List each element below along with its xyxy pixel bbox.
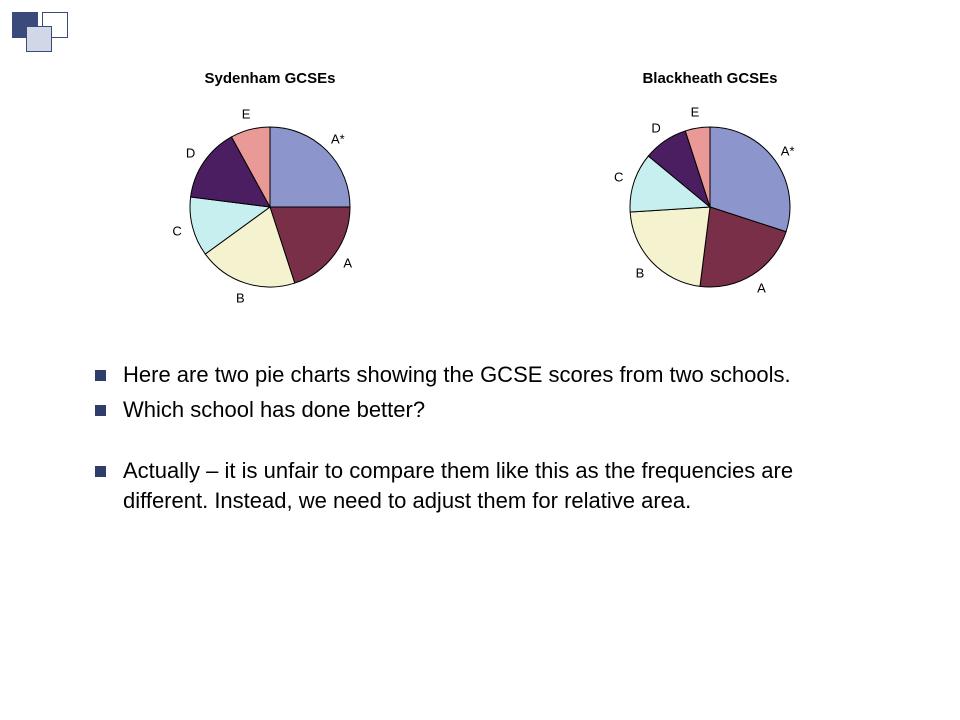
bullet-item: Actually – it is unfair to compare them …: [95, 456, 865, 518]
slice-label: B: [636, 265, 645, 280]
chart-title: Sydenham GCSEs: [205, 70, 336, 87]
charts-row: Sydenham GCSEs A* A B C D E Blackheath GCSEs …: [100, 70, 880, 301]
slice-label: A: [343, 256, 352, 271]
slice-label: E: [242, 107, 251, 122]
chart-title: Blackheath GCSEs: [642, 70, 777, 87]
slice-label: A: [757, 281, 766, 296]
slice-label: D: [186, 146, 195, 161]
slice-label: B: [236, 291, 245, 306]
slice-label: A*: [781, 143, 795, 158]
slice-label: C: [614, 170, 623, 185]
corner-decoration: [12, 12, 82, 54]
pie-area: A*ABCDE: [125, 101, 415, 301]
decor-square: [26, 26, 52, 52]
pie-chart-sydenham: Sydenham GCSEs A*ABCDE: [100, 70, 440, 301]
slice-label: D: [651, 120, 660, 135]
slice-label: C: [172, 223, 181, 238]
pie-chart-blackheath: Blackheath GCSEs A* A B C D E: [540, 70, 880, 301]
bullet-list: Here are two pie charts showing the GCSE…: [95, 360, 865, 521]
bullet-item: Which school has done better?: [95, 395, 865, 426]
bullet-item: Here are two pie charts showing the GCSE…: [95, 360, 865, 391]
pie-area: A* A B C D E: [565, 101, 855, 301]
slice-label: A*: [331, 132, 345, 147]
slice-label: E: [691, 105, 700, 120]
